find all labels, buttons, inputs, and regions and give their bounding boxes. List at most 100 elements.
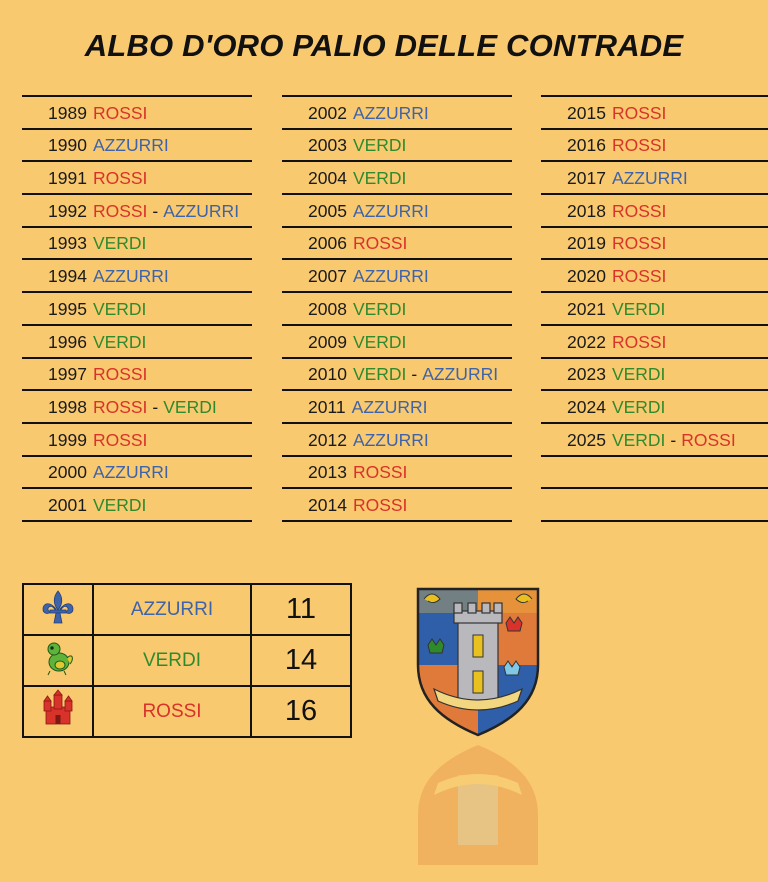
- winner-name: VERDI: [92, 331, 147, 352]
- winner-row: 2003 VERDI: [282, 130, 512, 163]
- fleur-de-lis-icon: [42, 590, 74, 624]
- winner-row: 2023 VERDI: [541, 359, 768, 392]
- winner-row: 2017 AZZURRI: [541, 162, 768, 196]
- winner-name: AZZURRI: [92, 462, 169, 483]
- year-label: 2003: [308, 135, 347, 156]
- winner-name: ROSSI: [92, 200, 148, 221]
- tally-table: AZZURRI 11 VERDI 14: [22, 583, 352, 738]
- winner-row: 2021 VERDI: [541, 293, 768, 326]
- winner-row: 2022 ROSSI: [541, 326, 768, 359]
- winner-name: ROSSI: [92, 429, 148, 450]
- year-label: 2010: [308, 364, 347, 385]
- winner-row: 1989 ROSSI: [22, 97, 252, 130]
- winner-name: AZZURRI: [422, 364, 499, 385]
- tally-count-rossi: 16: [250, 685, 352, 738]
- winner-name: AZZURRI: [352, 200, 429, 221]
- year-label: 2015: [567, 102, 606, 123]
- winner-name: AZZURRI: [92, 135, 169, 156]
- winner-row: [541, 489, 768, 522]
- year-label: 2011: [308, 396, 346, 417]
- winner-separator: -: [152, 396, 159, 417]
- year-label: 2007: [308, 266, 347, 287]
- coat-of-arms-reflection: [418, 745, 538, 865]
- winner-separator: -: [670, 429, 677, 450]
- winner-row: 2002 AZZURRI: [282, 97, 512, 130]
- winner-separator: -: [152, 200, 159, 221]
- coat-of-arms-image: [416, 587, 540, 737]
- winner-row: 2025 VERDI - ROSSI: [541, 424, 768, 457]
- winner-row: 1993 VERDI: [22, 228, 252, 261]
- year-label: 2017: [567, 168, 606, 189]
- year-label: 2025: [567, 429, 606, 450]
- year-label: 2012: [308, 429, 347, 450]
- winner-name: VERDI: [352, 135, 407, 156]
- winner-name: VERDI: [163, 396, 217, 417]
- tally-count-verdi: 14: [250, 634, 352, 687]
- year-label: 2024: [567, 396, 606, 417]
- winner-name: VERDI: [611, 364, 666, 385]
- winner-name: AZZURRI: [351, 396, 428, 417]
- winner-row: [541, 457, 768, 490]
- year-label: 2001: [48, 494, 87, 515]
- winner-name: ROSSI: [92, 168, 148, 189]
- year-label: 1989: [48, 102, 87, 123]
- green-dragon-icon: [47, 642, 73, 676]
- winner-row: 2008 VERDI: [282, 293, 512, 326]
- year-label: 2023: [567, 364, 606, 385]
- winners-column-3: 2015 ROSSI 2016 ROSSI 2017 AZZURRI 2018 ROSSI 20…: [541, 95, 768, 522]
- tally-count-azzurri: 11: [250, 583, 352, 636]
- winner-name: VERDI: [352, 168, 407, 189]
- winner-row: 2005 AZZURRI: [282, 195, 512, 228]
- winner-name: AZZURRI: [352, 266, 429, 287]
- winner-name: ROSSI: [611, 135, 667, 156]
- winner-name: ROSSI: [352, 233, 408, 254]
- winner-separator: -: [411, 364, 418, 385]
- winner-row: 1992 ROSSI - AZZURRI: [22, 195, 252, 228]
- winner-name: VERDI: [352, 364, 407, 385]
- year-label: 1994: [48, 266, 87, 287]
- year-label: 2013: [308, 462, 347, 483]
- winner-row: 2010 VERDI - AZZURRI: [282, 359, 512, 392]
- year-label: 2004: [308, 168, 347, 189]
- winner-name: VERDI: [611, 429, 666, 450]
- winner-row: 2019 ROSSI: [541, 228, 768, 261]
- winner-name: ROSSI: [352, 462, 408, 483]
- year-label: 2002: [308, 102, 347, 123]
- winner-row: 2012 AZZURRI: [282, 424, 512, 457]
- winner-name: VERDI: [92, 233, 147, 254]
- tally-row-rossi: ROSSI 16: [22, 685, 352, 738]
- year-label: 2018: [567, 200, 606, 221]
- winner-name: AZZURRI: [92, 266, 169, 287]
- winner-row: 2018 ROSSI: [541, 195, 768, 228]
- tally-row-verdi: VERDI 14: [22, 634, 352, 687]
- winner-row: 2015 ROSSI: [541, 97, 768, 130]
- winner-name: ROSSI: [92, 102, 148, 123]
- year-label: 1993: [48, 233, 87, 254]
- tally-name-rossi: ROSSI: [92, 685, 252, 738]
- winner-row: 1995 VERDI: [22, 293, 252, 326]
- winner-name: ROSSI: [92, 396, 148, 417]
- year-label: 2005: [308, 200, 347, 221]
- winner-name: AZZURRI: [163, 200, 240, 221]
- tally-row-azzurri: AZZURRI 11: [22, 583, 352, 636]
- winner-row: 2001 VERDI: [22, 489, 252, 522]
- winner-row: 2024 VERDI: [541, 391, 768, 424]
- winner-row: 2011 AZZURRI: [282, 391, 512, 424]
- year-label: 2008: [308, 298, 347, 319]
- year-label: 1997: [48, 364, 87, 385]
- winner-name: AZZURRI: [611, 168, 688, 189]
- winner-row: 1998 ROSSI - VERDI: [22, 391, 252, 424]
- winner-name: VERDI: [352, 298, 407, 319]
- winner-name: VERDI: [92, 494, 147, 515]
- year-label: 2000: [48, 462, 87, 483]
- winner-row: 2007 AZZURRI: [282, 260, 512, 294]
- winner-name: ROSSI: [681, 429, 736, 450]
- year-label: 2006: [308, 233, 347, 254]
- winners-column-1: 1989 ROSSI 1990 AZZURRI 1991 ROSSI 1992 ROSSI - A…: [22, 95, 252, 522]
- winner-row: 2000 AZZURRI: [22, 457, 252, 490]
- winner-name: VERDI: [352, 331, 407, 352]
- winner-name: ROSSI: [611, 266, 667, 287]
- winner-row: 2014 ROSSI: [282, 489, 512, 522]
- year-label: 1990: [48, 135, 87, 156]
- year-label: 1998: [48, 396, 87, 417]
